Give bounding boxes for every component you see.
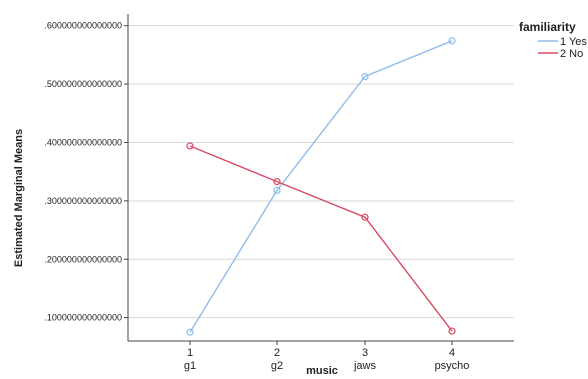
series-line-no [189,145,453,332]
data-point-yes [273,186,281,194]
x-tick-sublabel: jaws [353,360,377,372]
y-tick-label: .300000000000000 [44,196,122,206]
legend-label: 2 No [560,48,583,60]
x-axis-title: music [306,365,338,377]
x-tick-label: 3 [362,347,368,359]
series-lines [186,37,456,336]
data-point-no [273,177,281,186]
y-tick-label: .200000000000000 [44,254,122,264]
legend-label: 1 Yes [560,36,587,48]
x-tick-label: 2 [274,347,280,359]
gridlines [128,25,514,319]
data-point-no [186,142,194,150]
data-point-no [448,327,456,335]
y-axis-title: Estimated Marginal Means [13,129,25,267]
data-point-yes [186,328,194,336]
series-line-yes [189,40,453,333]
y-tick-label: .100000000000000 [44,313,122,323]
x-tick-sublabel: g1 [184,360,196,372]
y-tick-label: .600000000000000 [44,21,122,31]
x-tick-sublabel: psycho [435,360,470,372]
x-tick-sublabel: g2 [271,360,283,372]
x-tick-label: 4 [449,347,455,359]
y-tick-label: .400000000000000 [44,137,122,147]
legend-title: familiarity [519,20,576,34]
data-point-yes [361,72,369,81]
x-tick-label: 1 [187,347,193,359]
y-tick-label: .500000000000000 [44,79,122,89]
y-tick-labels: .100000000000000 .200000000000000 .3000000… [44,21,128,323]
data-point-no [361,213,369,221]
data-point-yes [448,37,456,45]
